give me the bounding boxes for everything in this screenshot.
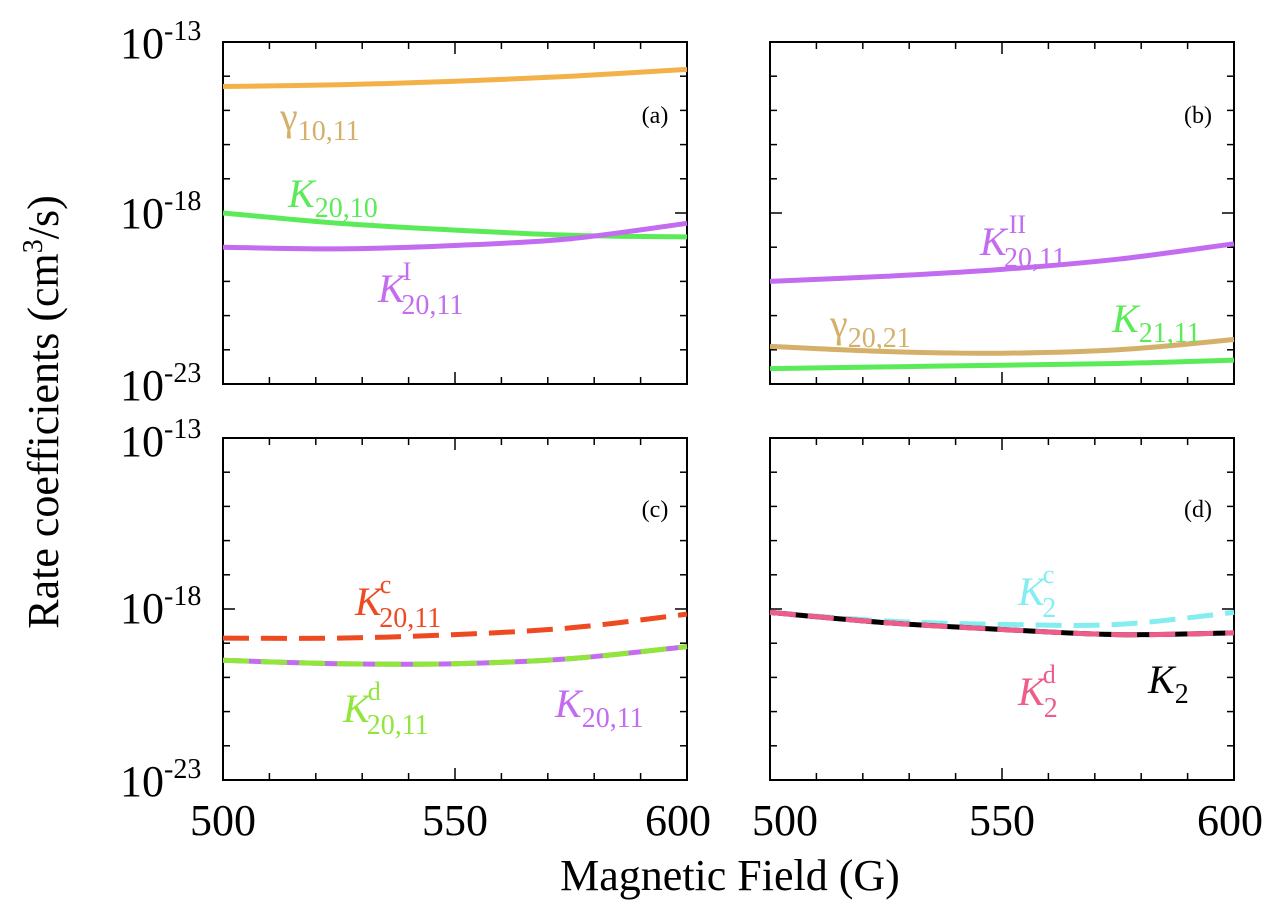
y-tick-labels-top: 10-13 10-18 10-23 (120, 16, 201, 410)
label-k-d-2-main: K (1017, 669, 1047, 714)
label-k-c-20-11-main: K (354, 579, 384, 624)
label-k-c-2: Kc 2 (1017, 560, 1056, 624)
y-tick-label-1e-23-bottom: 10-23 (120, 754, 201, 806)
label-k-I-20-11-sup: I (403, 257, 412, 286)
label-k-c-20-11-sup: c (380, 570, 392, 599)
series-line-d-2 (769, 609, 1235, 638)
label-k-20-11-sub: 20,11 (582, 703, 644, 734)
panel-b-label: (b) (1184, 103, 1212, 129)
label-gamma-20-21-main: γ (829, 301, 848, 346)
x-axis-title: Magnetic Field (G) (560, 851, 900, 900)
panel-d-ticks (769, 437, 1235, 781)
label-k-20-10: K20,10 (287, 171, 378, 224)
series-line-b-2 (769, 357, 1235, 372)
x-tick-labels-right: 500 550 600 (752, 796, 1263, 845)
y-tick-labels-bottom: 10-13 10-18 10-23 (120, 414, 201, 806)
label-k-21-11: K21,11 (1111, 296, 1201, 349)
label-k-c-2-sub: 2 (1042, 593, 1056, 624)
label-gamma-20-21: γ20,21 (829, 301, 911, 354)
label-gamma-10-11-main: γ (279, 94, 298, 139)
x-tick-label-600-right: 600 (1197, 796, 1263, 845)
y-tick-label-1e-18-bottom: 10-18 (120, 581, 201, 633)
panel-b-ticks (769, 41, 1235, 385)
series-line-b-1 (769, 337, 1235, 356)
panel-d-label: (d) (1184, 497, 1212, 523)
label-k-d-20-11-sup: d (368, 677, 381, 706)
label-gamma-20-21-sub: 20,21 (848, 323, 911, 354)
panel-a-label: (a) (642, 103, 669, 129)
panel-d-curves (769, 609, 1235, 638)
label-k-c-20-11: Kc 20,11 (354, 570, 441, 634)
label-gamma-10-11: γ10,11 (279, 94, 360, 147)
label-k-2-sub: 2 (1175, 679, 1189, 710)
x-tick-label-600-left: 600 (645, 796, 711, 845)
series-line-c-0 (222, 611, 688, 641)
panel-d: (d) (769, 437, 1235, 781)
label-k-20-10-sub: 20,10 (315, 193, 378, 224)
panel-c-curves (222, 611, 688, 667)
label-k-2: K2 (1147, 657, 1189, 710)
x-tick-label-500-right: 500 (752, 796, 818, 845)
x-tick-labels-left: 500 550 600 (190, 796, 711, 845)
panel-c-label: (c) (642, 497, 669, 523)
label-k-c-2-sup: c (1043, 560, 1055, 589)
label-k-II-20-11-sup: II (1009, 210, 1026, 239)
label-k-I-20-11-main: K (377, 266, 407, 311)
panel-a: (a) (222, 41, 688, 385)
label-k-I-20-11: KI 20,11 (377, 257, 463, 321)
series-line-a-0 (222, 66, 688, 89)
label-k-d-2: Kd 2 (1017, 660, 1058, 724)
label-gamma-10-11-sub: 10,11 (298, 116, 360, 147)
label-k-II-20-11-sub: 20,11 (1004, 243, 1066, 274)
panel-c: (c) (222, 437, 688, 781)
label-k-20-10-main: K (287, 171, 317, 216)
panel-c-ticks (222, 437, 688, 781)
label-k-c-20-11-sub: 20,11 (379, 603, 441, 634)
label-k-20-11: K20,11 (554, 681, 644, 734)
y-tick-label-1e-13-top: 10-13 (120, 16, 201, 68)
label-k-d-2-sup: d (1043, 660, 1056, 689)
panel-d-frame (769, 437, 1235, 781)
panel-b: (b) (769, 41, 1235, 385)
y-axis-title: Rate coefficients (cm3/s) (18, 195, 68, 628)
label-k-d-20-11-main: K (342, 686, 372, 731)
label-k-d-2-sub: 2 (1044, 693, 1058, 724)
label-k-d-20-11: Kd 20,11 (342, 677, 429, 741)
label-k-II-20-11: KII 20,11 (979, 210, 1066, 274)
series-line-b-0 (769, 241, 1235, 284)
panel-a-curves (222, 66, 688, 252)
label-k-20-11-main: K (554, 681, 584, 726)
x-tick-label-550-right: 550 (969, 796, 1035, 845)
panel-a-ticks (222, 41, 688, 385)
label-k-21-11-sub: 21,11 (1139, 318, 1201, 349)
panel-b-curves (769, 241, 1235, 372)
series-line-a-2 (222, 220, 688, 252)
label-k-c-2-main: K (1017, 569, 1047, 614)
label-k-II-20-11-main: K (979, 219, 1009, 264)
y-tick-label-1e-23-top: 10-23 (120, 358, 201, 410)
series-line-c-2 (222, 644, 688, 667)
x-tick-label-500-left: 500 (190, 796, 256, 845)
label-k-2-main: K (1147, 657, 1177, 702)
label-k-I-20-11-sub: 20,11 (401, 290, 463, 321)
y-tick-label-1e-13-bottom: 10-13 (120, 414, 201, 466)
x-tick-label-550-left: 550 (422, 796, 488, 845)
label-k-d-20-11-sub: 20,11 (367, 710, 429, 741)
label-k-21-11-main: K (1111, 296, 1141, 341)
y-tick-label-1e-18-top: 10-18 (120, 186, 201, 238)
